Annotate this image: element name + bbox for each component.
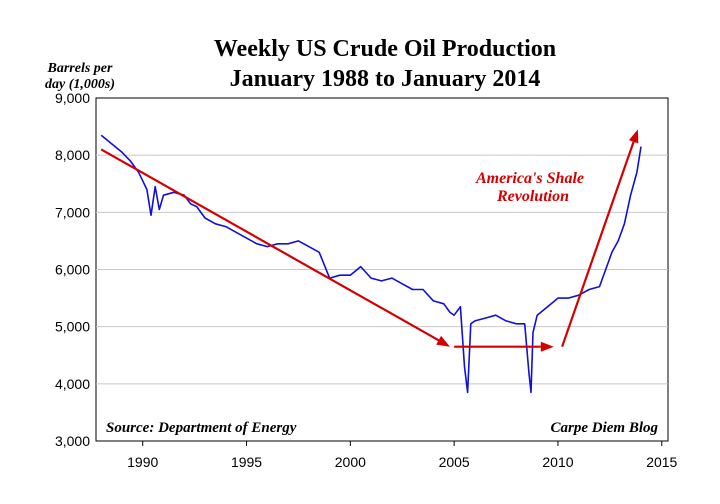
trend-arrow-head: [436, 335, 450, 347]
x-tick-label: 2000: [335, 454, 366, 470]
x-tick-label: 1990: [127, 454, 158, 470]
chart-title: Weekly US Crude Oil Production: [214, 36, 556, 62]
y-axis-ticks: 3,000 4,000 5,000 6,000 7,000 8,000 9,000: [55, 90, 90, 449]
y-axis-label-line-1: Barrels per: [47, 61, 114, 76]
arrows-group: [100, 129, 639, 352]
trend-arrow-line: [561, 141, 635, 348]
annotation-line-2: Revolution: [496, 188, 569, 205]
y-tick-label: 9,000: [55, 90, 90, 106]
credit-note: Carpe Diem Blog: [551, 420, 659, 436]
trend-arrow-line: [100, 148, 440, 342]
gridlines: [96, 154, 668, 385]
x-tick-label: 1995: [231, 454, 262, 470]
y-tick-label: 4,000: [55, 376, 90, 392]
x-tick-label: 2005: [439, 454, 470, 470]
y-tick-label: 5,000: [55, 319, 90, 335]
trend-arrow-head: [628, 129, 639, 144]
x-tick-label: 2015: [646, 454, 677, 470]
annotation-line-1: America's Shale: [475, 170, 584, 187]
trend-arrow-head: [540, 341, 554, 352]
y-tick-label: 8,000: [55, 147, 90, 163]
y-tick-label: 3,000: [55, 433, 90, 449]
y-tick-label: 7,000: [55, 204, 90, 220]
source-note: Source: Department of Energy: [106, 420, 297, 436]
y-tick-label: 6,000: [55, 262, 90, 278]
x-axis-ticks: 1990 1995 2000 2005 2010 2015: [127, 441, 678, 470]
chart-subtitle: January 1988 to January 2014: [230, 66, 541, 92]
x-tick-label: 2010: [542, 454, 573, 470]
y-axis-label-line-2: day (1,000s): [45, 77, 115, 92]
